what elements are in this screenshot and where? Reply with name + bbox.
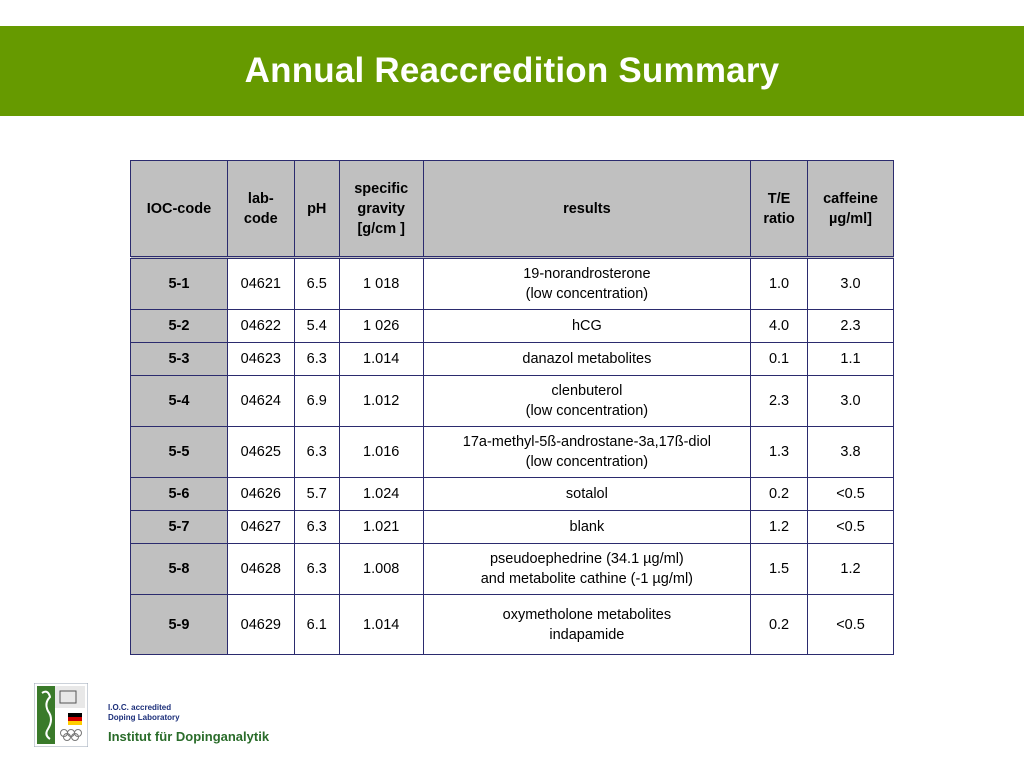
cell-specific-gravity: 1.016 (338, 426, 424, 478)
cell-ioc-code: 5-7 (130, 510, 228, 544)
cell-results: blank (422, 510, 752, 544)
cell-ph: 6.1 (293, 594, 340, 655)
table-row: 5-7 04627 6.3 1.021 blank 1.2 <0.5 (130, 510, 894, 544)
cell-specific-gravity: 1 018 (338, 256, 424, 310)
table-row: 5-6 04626 5.7 1.024 sotalol 0.2 <0.5 (130, 477, 894, 511)
table-row: 5-8 04628 6.3 1.008 pseudoephedrine (34.1 µg… (130, 543, 894, 595)
cell-te-ratio: 0.1 (750, 342, 809, 376)
header-lab-code: lab- code (226, 160, 295, 258)
title-bar: Annual Reaccredition Summary (0, 26, 1024, 116)
cell-ph: 6.3 (293, 342, 340, 376)
header-te-ratio: T/E ratio (750, 160, 809, 258)
cell-te-ratio: 1.5 (750, 543, 809, 595)
cell-results: danazol metabolites (422, 342, 752, 376)
cell-caffeine: <0.5 (807, 477, 894, 511)
table-row: 5-4 04624 6.9 1.012 clenbuterol (low concentr… (130, 375, 894, 427)
cell-te-ratio: 0.2 (750, 477, 809, 511)
header-caffeine: caffeine µg/ml] (807, 160, 894, 258)
header-results: results (422, 160, 752, 258)
cell-caffeine: 2.3 (807, 309, 894, 343)
cell-te-ratio: 1.3 (750, 426, 809, 478)
institute-name: Institut für Dopinganalytik (108, 729, 270, 744)
cell-specific-gravity: 1.008 (338, 543, 424, 595)
cell-te-ratio: 1.2 (750, 510, 809, 544)
cell-lab-code: 04628 (226, 543, 295, 595)
cell-results: 19-norandrosterone (low concentration) (422, 256, 752, 310)
cell-ph: 6.3 (293, 543, 340, 595)
accreditation-text: I.O.C. accredited Doping Laboratory (108, 703, 180, 722)
cell-caffeine: 1.2 (807, 543, 894, 595)
table-row: 5-3 04623 6.3 1.014 danazol metabolites 0.1 1.… (130, 342, 894, 376)
cell-te-ratio: 2.3 (750, 375, 809, 427)
cell-ph: 5.7 (293, 477, 340, 511)
laboratory-logo (33, 682, 89, 748)
page-title: Annual Reaccredition Summary (244, 51, 780, 90)
cell-results: oxymetholone metabolites indapamide (422, 594, 752, 655)
cell-ph: 6.3 (293, 426, 340, 478)
cell-caffeine: 1.1 (807, 342, 894, 376)
cell-ioc-code: 5-1 (130, 256, 228, 310)
cell-specific-gravity: 1.014 (338, 594, 424, 655)
cell-caffeine: <0.5 (807, 510, 894, 544)
cell-te-ratio: 1.0 (750, 256, 809, 310)
cell-ph: 6.9 (293, 375, 340, 427)
table-header-row: IOC-code lab- code pH specific gravity [… (130, 160, 894, 258)
cell-lab-code: 04626 (226, 477, 295, 511)
cell-ph: 6.5 (293, 256, 340, 310)
table-row: 5-1 04621 6.5 1 018 19-norandrosterone (low c… (130, 256, 894, 310)
cell-specific-gravity: 1.014 (338, 342, 424, 376)
cell-lab-code: 04624 (226, 375, 295, 427)
cell-ioc-code: 5-2 (130, 309, 228, 343)
cell-lab-code: 04627 (226, 510, 295, 544)
cell-ioc-code: 5-6 (130, 477, 228, 511)
cell-results: hCG (422, 309, 752, 343)
cell-te-ratio: 4.0 (750, 309, 809, 343)
cell-ioc-code: 5-9 (130, 594, 228, 655)
cell-lab-code: 04621 (226, 256, 295, 310)
summary-table: IOC-code lab- code pH specific gravity [… (130, 160, 894, 655)
header-specific-gravity: specific gravity [g/cm ] (338, 160, 424, 258)
header-ph: pH (293, 160, 340, 258)
cell-results: 17a-methyl-5ß-androstane-3a,17ß-diol (low… (422, 426, 752, 478)
table-row: 5-9 04629 6.1 1.014 oxymetholone metabolites… (130, 594, 894, 655)
cell-ph: 6.3 (293, 510, 340, 544)
cell-results: sotalol (422, 477, 752, 511)
cell-caffeine: 3.0 (807, 256, 894, 310)
cell-results: clenbuterol (low concentration) (422, 375, 752, 427)
header-ioc-code: IOC-code (130, 160, 228, 258)
cell-ioc-code: 5-8 (130, 543, 228, 595)
cell-caffeine: 3.8 (807, 426, 894, 478)
table-row: 5-5 04625 6.3 1.016 17a-methyl-5ß-androstane… (130, 426, 894, 478)
cell-lab-code: 04625 (226, 426, 295, 478)
cell-specific-gravity: 1.012 (338, 375, 424, 427)
cell-ioc-code: 5-3 (130, 342, 228, 376)
cell-caffeine: <0.5 (807, 594, 894, 655)
cell-results: pseudoephedrine (34.1 µg/ml) and metaboli… (422, 543, 752, 595)
cell-lab-code: 04622 (226, 309, 295, 343)
cell-specific-gravity: 1.021 (338, 510, 424, 544)
cell-lab-code: 04629 (226, 594, 295, 655)
cell-ioc-code: 5-4 (130, 375, 228, 427)
table-row: 5-2 04622 5.4 1 026 hCG 4.0 2.3 (130, 309, 894, 343)
cell-caffeine: 3.0 (807, 375, 894, 427)
cell-lab-code: 04623 (226, 342, 295, 376)
cell-specific-gravity: 1 026 (338, 309, 424, 343)
cell-te-ratio: 0.2 (750, 594, 809, 655)
cell-ph: 5.4 (293, 309, 340, 343)
cell-ioc-code: 5-5 (130, 426, 228, 478)
cell-specific-gravity: 1.024 (338, 477, 424, 511)
